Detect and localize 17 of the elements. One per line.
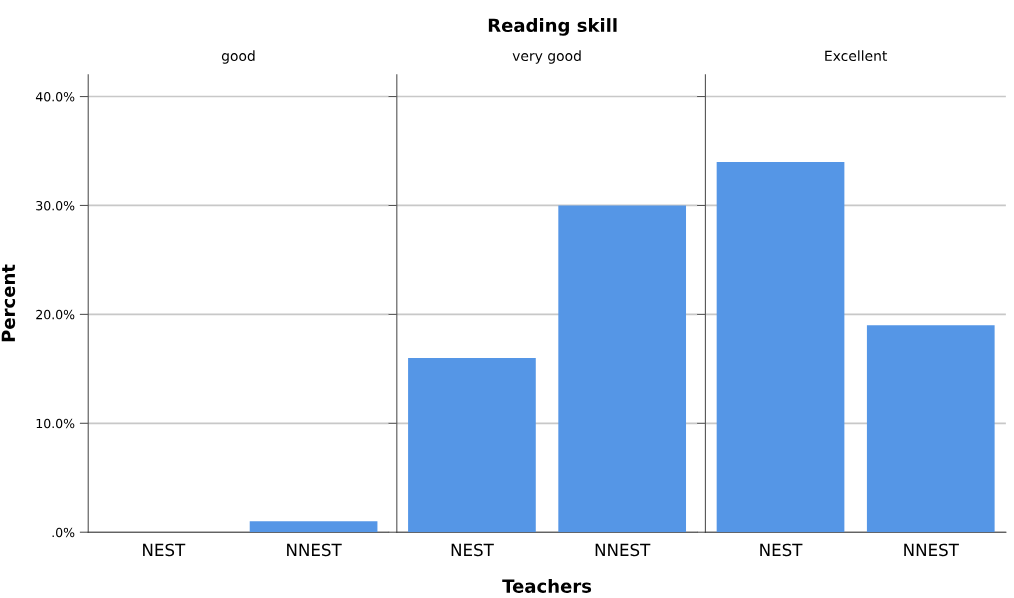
chart-title: Excellent bbox=[825, 50, 888, 62]
x-tick-label: NNEST bbox=[595, 543, 651, 557]
y-axis-title: Percent bbox=[1, 264, 16, 342]
text: Reading skill bbox=[488, 18, 617, 36]
y-tick-label: 30.0% bbox=[36, 200, 75, 211]
y-tick-label: 20.0% bbox=[36, 309, 75, 320]
x-tick-label: NNEST bbox=[287, 543, 342, 557]
chart-title: good bbox=[221, 50, 255, 64]
y-tick-label: .0% bbox=[52, 527, 75, 538]
y-tick-label: 40.0% bbox=[35, 92, 75, 102]
chart-title: very good bbox=[512, 50, 581, 64]
y-tick-label: 10.0% bbox=[36, 418, 75, 429]
x-tick-label: NEST bbox=[451, 543, 494, 557]
x-tick-label: NEST bbox=[143, 543, 186, 557]
x-tick-label: NNEST bbox=[904, 543, 959, 557]
x-axis-title: Teachers bbox=[502, 578, 592, 593]
x-tick-label: NEST bbox=[760, 543, 803, 557]
